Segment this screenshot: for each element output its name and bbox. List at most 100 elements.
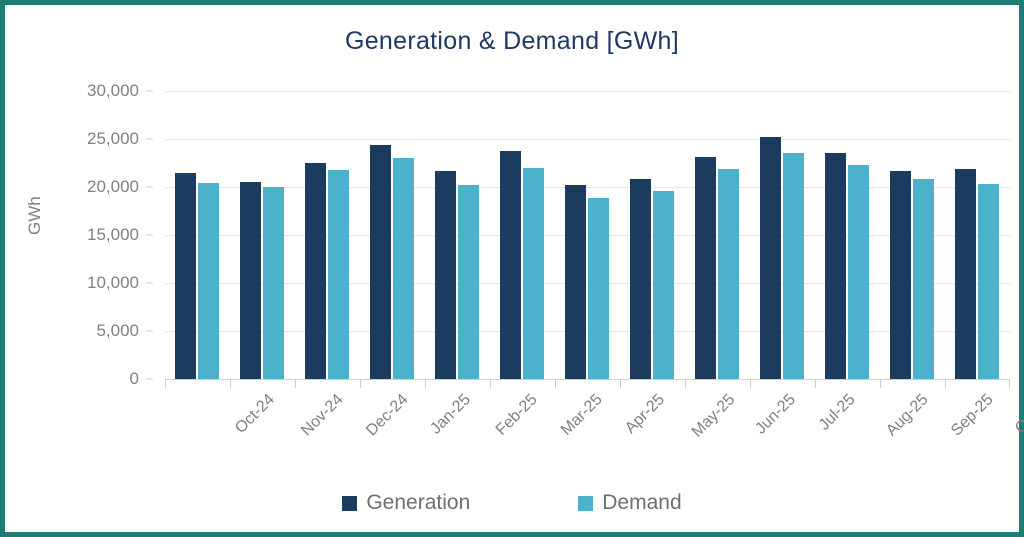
bar-generation-feb-25[interactable]: [435, 170, 456, 379]
y-axis: 30,000 25,000 20,000 15,000 10,000 5,000 0: [45, 81, 153, 388]
gridline: [165, 331, 1010, 332]
bar-group: [230, 91, 295, 379]
x-axis-tick-marks: [165, 379, 1010, 388]
x-tick-label: Oct-25: [1011, 391, 1024, 437]
x-tick-mark: [685, 379, 686, 388]
bar-demand-apr-25[interactable]: [588, 198, 609, 379]
bar-group: [685, 91, 750, 379]
gridline: [165, 91, 1010, 92]
y-tick-mark: [146, 282, 153, 284]
bar-group: [295, 91, 360, 379]
bar-generation-nov-24[interactable]: [240, 182, 261, 379]
y-axis-title: GWh: [25, 196, 44, 235]
y-tick-label: 15,000: [87, 225, 139, 244]
bar-group: [555, 91, 620, 379]
x-tick-mark: [425, 379, 426, 388]
y-tick-mark: [146, 330, 153, 332]
y-tick-label: 30,000: [87, 81, 139, 100]
bar-group: [490, 91, 555, 379]
bar-demand-feb-25[interactable]: [458, 184, 479, 379]
bar-group: [620, 91, 685, 379]
bar-generation-aug-25[interactable]: [825, 153, 846, 379]
bar-group: [165, 91, 230, 379]
x-tick-label: Sep-25: [947, 391, 997, 440]
bar-generation-mar-25[interactable]: [500, 150, 521, 379]
bar-group: [945, 91, 1010, 379]
legend-swatch-icon: [578, 495, 594, 511]
bar-demand-may-25[interactable]: [653, 191, 674, 379]
y-tick-mark: [146, 186, 153, 188]
x-tick-label: Nov-24: [297, 391, 347, 440]
bar-demand-aug-25[interactable]: [848, 165, 869, 379]
bar-demand-jul-25[interactable]: [783, 153, 804, 379]
x-tick-mark: [750, 379, 751, 388]
x-tick-mark: [880, 379, 881, 388]
y-tick-label: 25,000: [87, 129, 139, 148]
bar-generation-jun-25[interactable]: [695, 157, 716, 379]
bar-generation-dec-24[interactable]: [305, 163, 326, 379]
x-tick-mark: [945, 379, 946, 388]
x-tick-label: May-25: [688, 391, 738, 441]
y-tick-label: 20,000: [87, 177, 139, 196]
bar-demand-jan-25[interactable]: [393, 158, 414, 379]
gridline: [165, 139, 1010, 140]
y-tick-mark: [146, 378, 153, 380]
x-axis: Oct-24 Nov-24 Dec-24 Jan-25 Feb-25 Mar-25 Apr-…: [165, 391, 1024, 471]
x-tick-mark: [620, 379, 621, 388]
bar-group: [815, 91, 880, 379]
x-tick-label: Mar-25: [557, 391, 606, 439]
bar-generation-oct-24[interactable]: [175, 172, 196, 379]
gridline: [165, 235, 1010, 236]
bar-generation-oct-25[interactable]: [955, 168, 976, 379]
plot-area: [165, 91, 1010, 379]
x-tick-label: Aug-25: [882, 391, 932, 440]
x-tick-label: Apr-25: [621, 391, 668, 437]
x-tick-mark: [230, 379, 231, 388]
bar-generation-may-25[interactable]: [630, 178, 651, 379]
y-tick-mark: [146, 234, 153, 236]
x-tick-label: Feb-25: [492, 391, 541, 439]
x-tick-mark: [1009, 379, 1010, 388]
gridline: [165, 283, 1010, 284]
y-tick-label: 0: [129, 369, 139, 388]
x-tick-label: Jan-25: [426, 391, 474, 438]
x-tick-mark: [815, 379, 816, 388]
x-tick-mark: [360, 379, 361, 388]
bar-generation-sep-25[interactable]: [890, 170, 911, 379]
y-tick-mark: [146, 90, 153, 92]
x-tick-label: Dec-24: [362, 391, 412, 440]
y-tick-label: 5,000: [96, 321, 139, 340]
x-axis-baseline: [165, 379, 1010, 380]
chart-legend: Generation Demand: [5, 491, 1019, 515]
bar-group: [360, 91, 425, 379]
bar-group: [750, 91, 815, 379]
bar-demand-oct-25[interactable]: [978, 184, 999, 379]
x-tick-label: Jun-25: [751, 391, 799, 438]
bar-generation-jul-25[interactable]: [760, 137, 781, 379]
bar-demand-mar-25[interactable]: [523, 168, 544, 379]
x-tick-label: Oct-24: [231, 391, 278, 437]
chart-title: Generation & Demand [GWh]: [344, 27, 680, 55]
bar-demand-dec-24[interactable]: [328, 170, 349, 379]
bar-demand-nov-24[interactable]: [263, 187, 284, 379]
bar-demand-jun-25[interactable]: [718, 168, 739, 379]
legend-swatch-icon: [342, 495, 358, 511]
gridline: [165, 187, 1010, 188]
y-tick-mark: [146, 138, 153, 140]
bar-generation-jan-25[interactable]: [370, 144, 391, 379]
y-tick-label: 10,000: [87, 273, 139, 292]
legend-label: Generation: [366, 491, 471, 514]
x-tick-label: Jul-25: [815, 391, 859, 434]
legend-item-generation[interactable]: Generation: [342, 491, 470, 515]
x-tick-mark: [490, 379, 491, 388]
bar-generation-apr-25[interactable]: [565, 184, 586, 379]
legend-label: Demand: [602, 491, 682, 514]
x-tick-mark: [295, 379, 296, 388]
bar-demand-sep-25[interactable]: [913, 179, 934, 379]
legend-item-demand[interactable]: Demand: [578, 491, 682, 515]
bar-demand-oct-24[interactable]: [198, 182, 219, 379]
bar-group: [425, 91, 490, 379]
x-tick-mark: [165, 379, 166, 388]
bar-group: [880, 91, 945, 379]
